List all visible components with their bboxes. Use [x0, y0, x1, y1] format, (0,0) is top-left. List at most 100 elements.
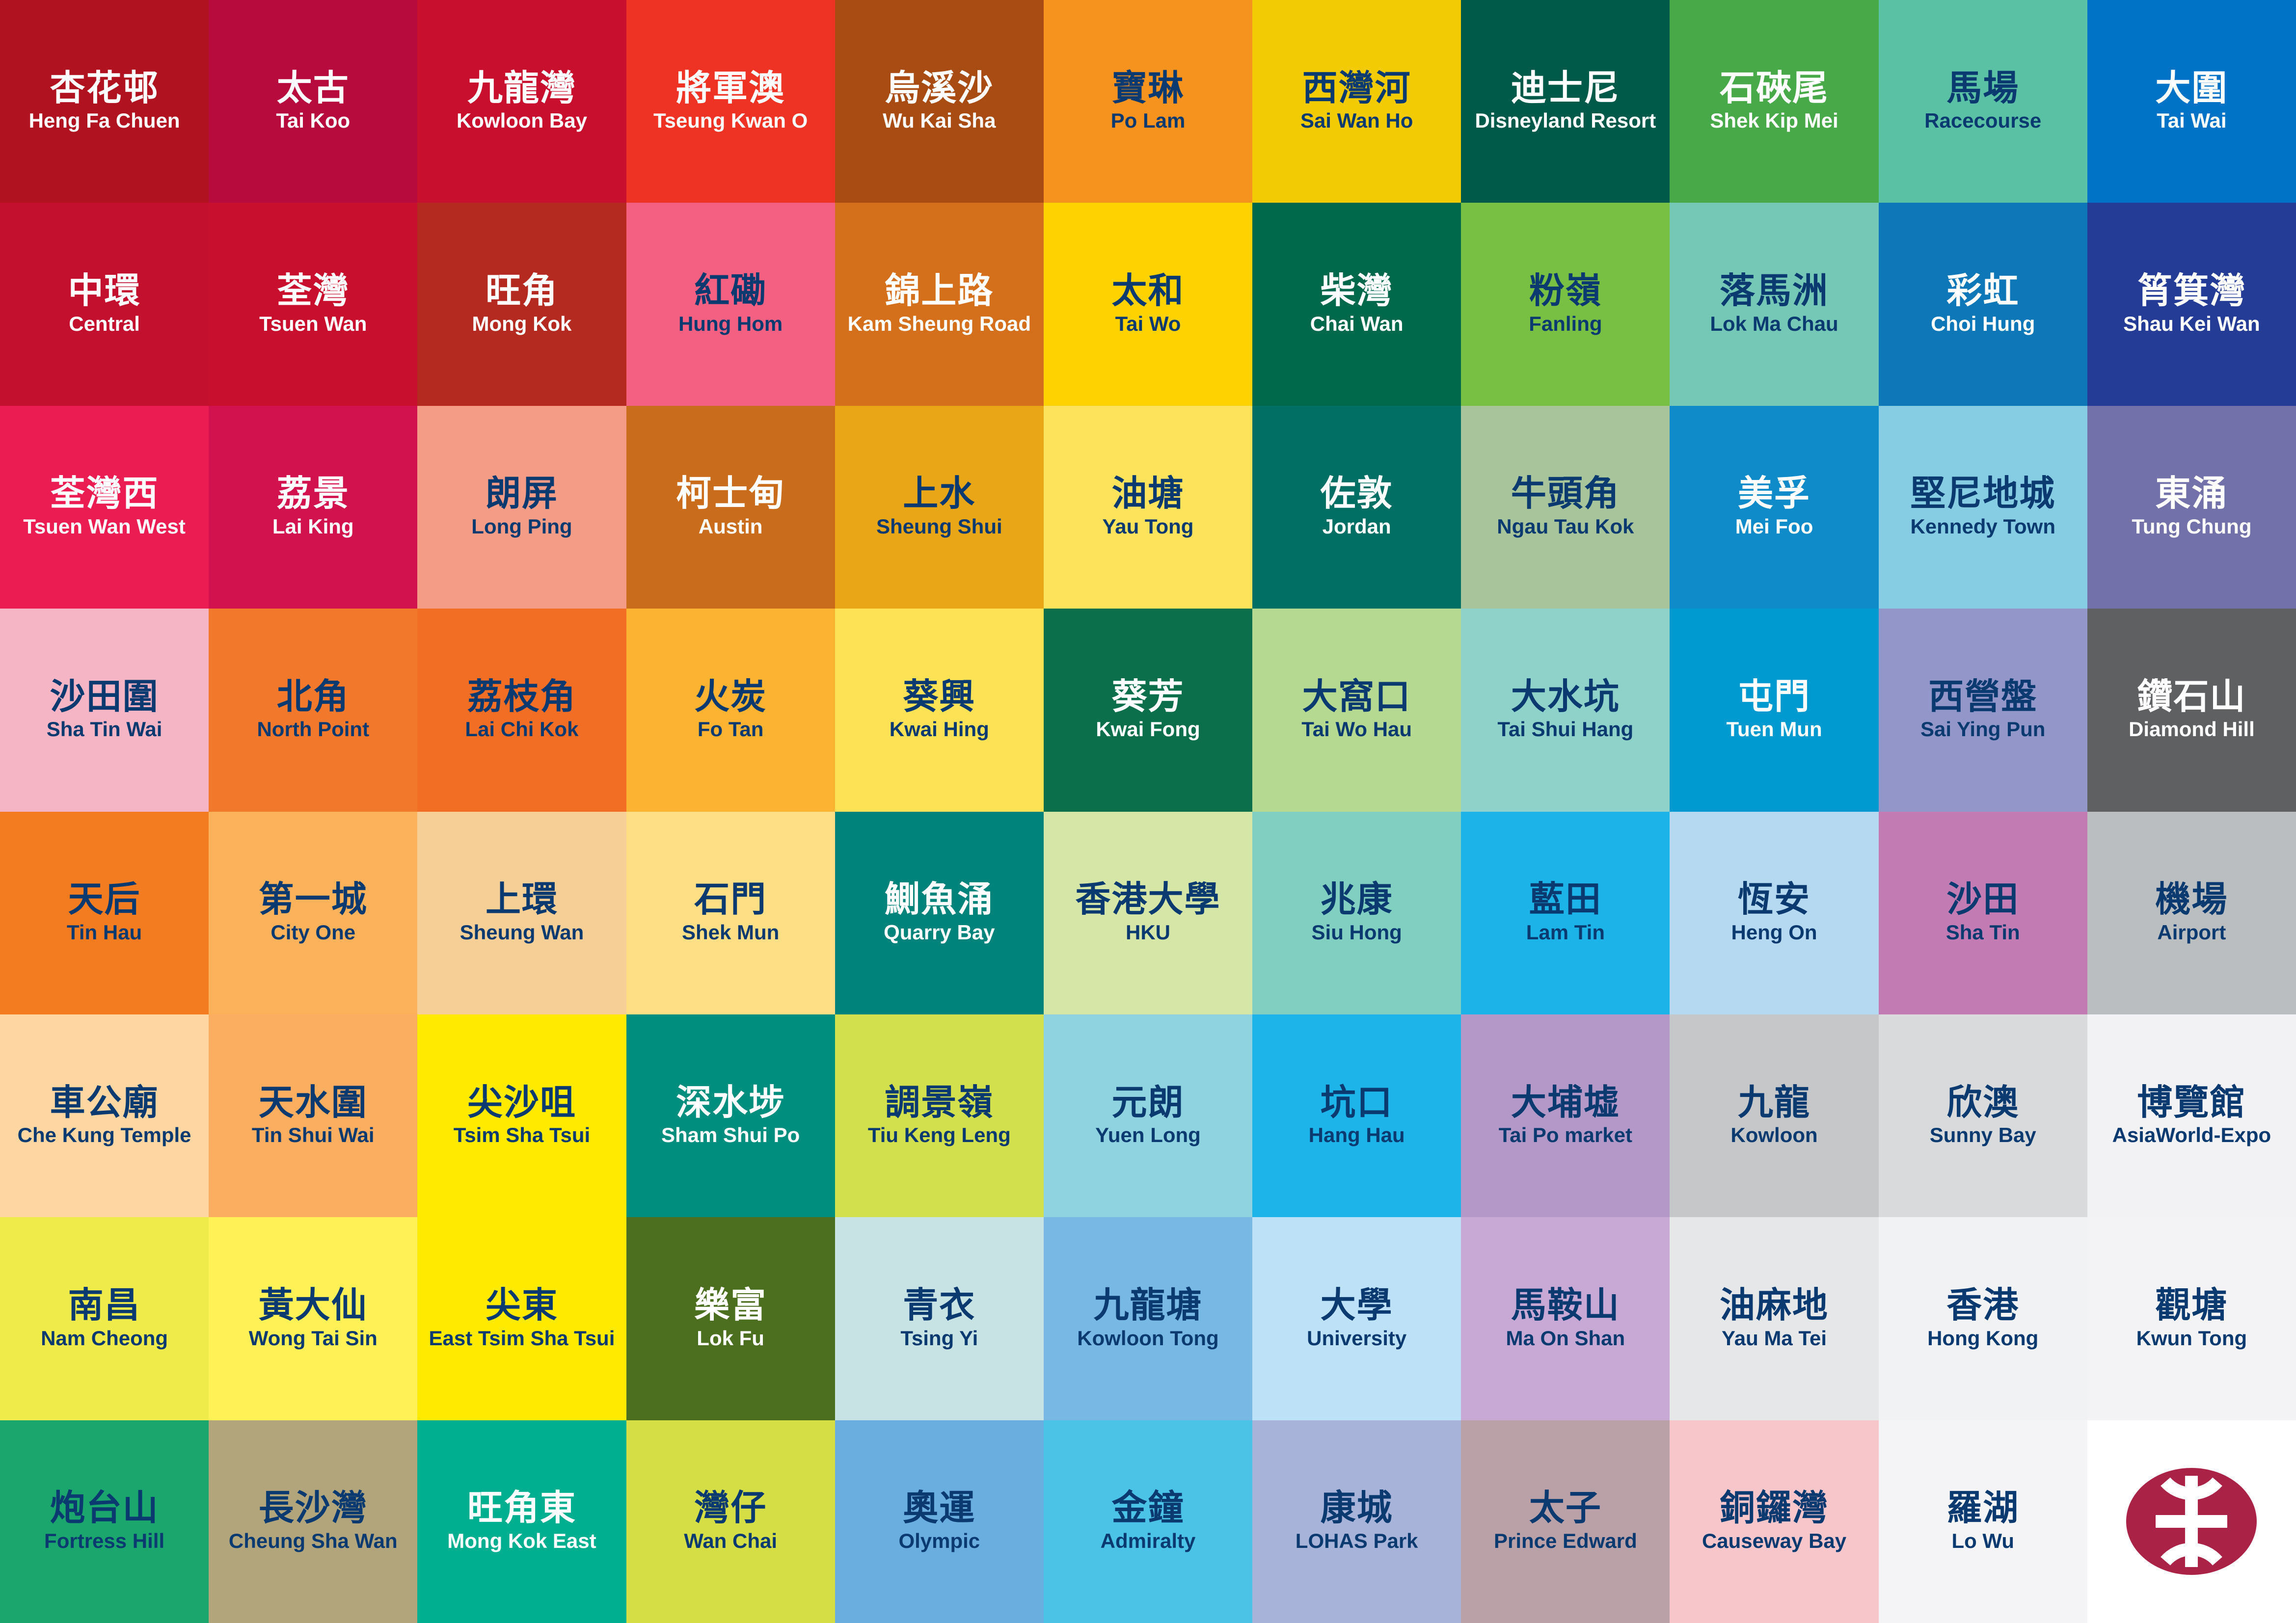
station-name-en: Tai Wo — [1115, 312, 1181, 335]
station-tile-sunny-bay: 欣澳 Sunny Bay — [1878, 1014, 2087, 1218]
station-name-zh: 荃灣西 — [50, 473, 159, 514]
station-tile-kam-sheung-road: 錦上路 Kam Sheung Road — [835, 203, 1044, 406]
station-name-zh: 荃灣 — [276, 270, 350, 312]
station-tile-central: 中環 Central — [0, 203, 209, 406]
station-name-en: Heng On — [1731, 920, 1817, 944]
station-name-zh: 石硤尾 — [1720, 67, 1829, 108]
station-name-en: Airport — [2157, 920, 2226, 944]
station-name-zh: 佐敦 — [1320, 473, 1393, 514]
station-tile-shek-mun: 石門 Shek Mun — [626, 811, 835, 1014]
station-tile-yuen-long: 元朗 Yuen Long — [1043, 1014, 1253, 1218]
station-name-zh: 荔枝角 — [467, 675, 576, 717]
station-name-en: Kwun Tong — [2136, 1326, 2247, 1350]
station-name-en: Tsing Yi — [900, 1326, 978, 1350]
station-name-zh: 旺角 — [485, 270, 558, 312]
station-tile-fanling: 粉嶺 Fanling — [1461, 203, 1670, 406]
station-name-en: Shek Mun — [681, 920, 780, 944]
station-name-zh: 東涌 — [2155, 473, 2228, 514]
station-name-en: Lai Chi Kok — [465, 718, 579, 741]
station-name-zh: 香港 — [1946, 1284, 2020, 1326]
station-tile-sham-shui-po: 深水埗 Sham Shui Po — [626, 1014, 835, 1218]
station-name-en: Sha Tin — [1945, 920, 2020, 944]
station-name-zh: 鑽石山 — [2137, 675, 2246, 717]
station-name-zh: 北角 — [276, 675, 350, 717]
station-tile-tsim-sha-tsui: 尖沙咀 Tsim Sha Tsui — [417, 1014, 626, 1218]
station-name-en: Ngau Tau Kok — [1497, 515, 1634, 538]
station-name-zh: 大水坑 — [1511, 675, 1620, 717]
station-tile-wu-kai-sha: 烏溪沙 Wu Kai Sha — [835, 0, 1044, 203]
station-name-zh: 石門 — [694, 878, 767, 920]
station-name-en: Sha Tin Wai — [46, 718, 162, 741]
station-name-en: Yau Tong — [1102, 515, 1194, 538]
station-name-zh: 奧運 — [903, 1487, 976, 1529]
station-name-zh: 屯門 — [1738, 675, 1811, 717]
station-tile-tsing-yi: 青衣 Tsing Yi — [835, 1217, 1044, 1420]
station-tile-choi-hung: 彩虹 Choi Hung — [1878, 203, 2087, 406]
station-name-en: City One — [270, 920, 356, 944]
station-tile-shek-kip-mei: 石硤尾 Shek Kip Mei — [1670, 0, 1879, 203]
station-name-zh: 葵興 — [903, 675, 976, 717]
station-name-en: Lok Fu — [697, 1326, 764, 1350]
station-tile-disneyland-resort: 迪士尼 Disneyland Resort — [1461, 0, 1670, 203]
station-name-en: Tiu Keng Leng — [867, 1123, 1011, 1147]
station-name-en: Sheung Shui — [876, 515, 1002, 538]
station-tile-ma-on-shan: 馬鞍山 Ma On Shan — [1461, 1217, 1670, 1420]
station-name-zh: 調景嶺 — [885, 1081, 994, 1123]
station-name-en: Central — [69, 312, 140, 335]
station-name-zh: 兆康 — [1320, 878, 1393, 920]
station-name-en: Sheung Wan — [459, 920, 584, 944]
station-name-en: Lo Wu — [1951, 1529, 2014, 1552]
station-tile-tuen-mun: 屯門 Tuen Mun — [1670, 609, 1879, 812]
station-name-en: Tsim Sha Tsui — [453, 1123, 591, 1147]
station-name-zh: 油麻地 — [1720, 1284, 1829, 1326]
station-tile-asiaworld-expo: 博覽館 AsiaWorld-Expo — [2087, 1014, 2296, 1218]
station-tile-tai-wo-hau: 大窩口 Tai Wo Hau — [1252, 609, 1461, 812]
station-name-en: Kwai Hing — [889, 718, 989, 741]
station-tile-yau-ma-tei: 油麻地 Yau Ma Tei — [1670, 1217, 1879, 1420]
station-name-en: Shek Kip Mei — [1710, 109, 1838, 133]
station-name-zh: 彩虹 — [1946, 270, 2020, 312]
station-name-en: Causeway Bay — [1702, 1529, 1847, 1552]
station-name-zh: 第一城 — [258, 878, 368, 920]
station-name-zh: 機場 — [2155, 878, 2228, 920]
station-tile-che-kung-temple: 車公廟 Che Kung Temple — [0, 1014, 209, 1218]
station-tile-kowloon-tong: 九龍塘 Kowloon Tong — [1043, 1217, 1253, 1420]
station-name-zh: 坑口 — [1320, 1081, 1393, 1123]
station-name-en: Tin Shui Wai — [251, 1123, 375, 1147]
station-name-en: Kowloon Tong — [1077, 1326, 1219, 1350]
station-name-zh: 元朗 — [1111, 1081, 1185, 1123]
station-name-en: Hong Kong — [1927, 1326, 2039, 1350]
station-name-en: Sunny Bay — [1929, 1123, 2036, 1147]
station-name-en: AsiaWorld-Expo — [2112, 1123, 2271, 1147]
station-name-zh: 大學 — [1320, 1284, 1393, 1326]
station-tile-heng-fa-chuen: 杏花邨 Heng Fa Chuen — [0, 0, 209, 203]
station-tile-hong-kong: 香港 Hong Kong — [1878, 1217, 2087, 1420]
station-name-en: Tai Koo — [276, 109, 351, 133]
station-name-zh: 太子 — [1529, 1487, 1602, 1529]
station-name-zh: 銅鑼灣 — [1720, 1487, 1829, 1529]
station-name-en: Fortress Hill — [44, 1529, 165, 1552]
station-name-zh: 火炭 — [694, 675, 767, 717]
station-name-zh: 南昌 — [68, 1284, 141, 1326]
station-name-en: Heng Fa Chuen — [28, 109, 180, 133]
station-name-en: Austin — [698, 515, 763, 538]
station-name-en: Tseung Kwan O — [653, 109, 808, 133]
station-tile-kwai-hing: 葵興 Kwai Hing — [835, 609, 1044, 812]
station-name-zh: 牛頭角 — [1511, 473, 1620, 514]
station-tile-tai-shui-hang: 大水坑 Tai Shui Hang — [1461, 609, 1670, 812]
station-tile-lai-king: 荔景 Lai King — [209, 405, 418, 609]
station-tile-sha-tin-wai: 沙田圍 Sha Tin Wai — [0, 609, 209, 812]
station-name-en: Tsuen Wan West — [23, 515, 186, 538]
station-name-en: Kennedy Town — [1910, 515, 2055, 538]
station-name-en: Tai Wai — [2157, 109, 2227, 133]
station-name-en: Long Ping — [471, 515, 572, 538]
station-name-en: Po Lam — [1110, 109, 1186, 133]
station-tile-tsuen-wan-west: 荃灣西 Tsuen Wan West — [0, 405, 209, 609]
station-name-en: Disneyland Resort — [1475, 109, 1656, 133]
station-tile-chai-wan: 柴灣 Chai Wan — [1252, 203, 1461, 406]
station-name-zh: 沙田 — [1946, 878, 2020, 920]
station-name-en: Che Kung Temple — [17, 1123, 191, 1147]
station-name-en: Hang Hau — [1308, 1123, 1405, 1147]
station-name-zh: 九龍塘 — [1093, 1284, 1203, 1326]
station-name-en: Kam Sheung Road — [847, 312, 1031, 335]
